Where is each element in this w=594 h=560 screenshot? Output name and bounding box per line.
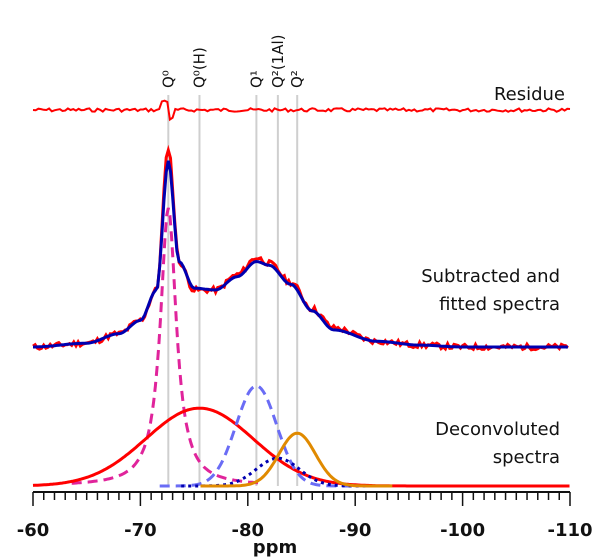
curve-fit	[33, 160, 568, 349]
reference-label-1: Q⁰(H)	[190, 47, 208, 88]
x-tick-label: -60	[17, 520, 50, 541]
deconvoluted-peak-1	[32, 406, 570, 488]
annotation-subtracted-2: fitted spectra	[439, 294, 560, 315]
x-tick-label: -100	[440, 520, 485, 541]
annotation-deconvoluted-1: Deconvoluted	[435, 419, 560, 440]
reference-label-4: Q²	[288, 70, 306, 88]
reference-label-0: Q⁰	[159, 70, 177, 88]
x-tick-label: -80	[232, 520, 265, 541]
x-axis	[32, 491, 571, 506]
x-tick-label: -90	[339, 520, 372, 541]
annotation-subtracted-1: Subtracted and	[421, 266, 560, 287]
x-tick-labels: -60 -70 -80 -90 -100 -110	[17, 520, 593, 541]
reference-label-3: Q²(1Al)	[269, 35, 287, 89]
x-axis-label: ppm	[253, 537, 298, 558]
x-tick-label: -70	[124, 520, 157, 541]
reference-label-2: Q¹	[247, 70, 265, 88]
deconvoluted-peak-4	[200, 431, 393, 488]
curve-experimental	[32, 144, 569, 352]
reference-line-labels: Q⁰ Q⁰(H) Q¹ Q²(1Al) Q²	[159, 35, 306, 89]
spectra-curves	[32, 99, 571, 488]
annotation-deconvoluted-2: spectra	[493, 447, 560, 468]
residue-curve	[32, 99, 571, 122]
x-tick-label: -110	[547, 520, 592, 541]
deconvoluted-peak-0	[71, 207, 264, 485]
deconvoluted-peak-2	[159, 384, 352, 488]
annotation-residue: Residue	[494, 84, 565, 105]
